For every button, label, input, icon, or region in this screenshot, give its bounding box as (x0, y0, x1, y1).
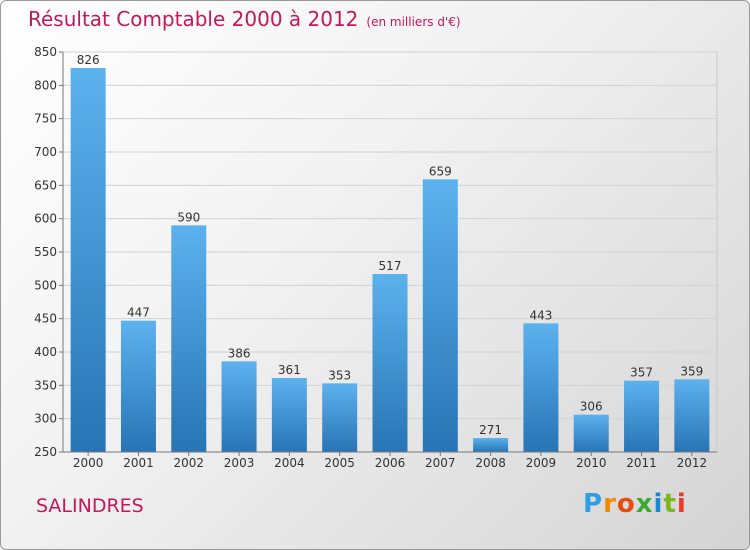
x-tick-label: 2002 (173, 456, 204, 470)
x-tick-label: 2000 (73, 456, 104, 470)
data-label-2002: 590 (177, 210, 200, 224)
logo-letter: i (676, 489, 687, 519)
data-label-2012: 359 (680, 364, 703, 378)
data-label-2009: 443 (529, 308, 552, 322)
y-tick-label: 500 (34, 278, 57, 292)
y-tick-label: 650 (34, 178, 57, 192)
data-label-2006: 517 (379, 259, 402, 273)
y-tick-label: 750 (34, 112, 57, 126)
bar-2006 (372, 274, 408, 452)
data-label-2008: 271 (479, 423, 502, 437)
data-label-2003: 386 (228, 346, 251, 360)
data-label-2004: 361 (278, 363, 301, 377)
y-tick-label: 850 (34, 45, 57, 59)
x-tick-label: 2003 (224, 456, 255, 470)
bar-2001 (120, 320, 156, 452)
bar-2000 (70, 68, 106, 452)
data-label-2010: 306 (580, 400, 603, 414)
y-tick-label: 600 (34, 212, 57, 226)
x-tick-label: 2007 (425, 456, 456, 470)
logo-letter: r (603, 489, 617, 519)
y-tick-label: 400 (34, 345, 57, 359)
x-tick-label: 2005 (324, 456, 355, 470)
x-tick-label: 2012 (677, 456, 708, 470)
bar-2009 (523, 323, 559, 452)
x-tick-label: 2004 (274, 456, 305, 470)
x-tick-label: 2011 (626, 456, 657, 470)
bar-2004 (271, 378, 307, 452)
bar-2007 (422, 179, 458, 453)
bar-2010 (573, 414, 609, 452)
data-label-2007: 659 (429, 164, 452, 178)
logo-letter: t (663, 489, 677, 519)
y-tick-label: 800 (34, 78, 57, 92)
x-tick-label: 2001 (123, 456, 154, 470)
logo-letter: o (616, 489, 636, 519)
bar-2012 (674, 379, 710, 452)
logo-letter: i (653, 489, 664, 519)
bar-2011 (624, 380, 660, 452)
x-tick-label: 2010 (576, 456, 607, 470)
data-label-2001: 447 (127, 306, 150, 320)
logo-letter: x (635, 489, 654, 519)
x-tick-label: 2008 (475, 456, 506, 470)
data-label-2011: 357 (630, 366, 653, 380)
data-label-2000: 826 (77, 53, 100, 67)
proxiti-logo: Proxiti (583, 489, 687, 519)
chart-title: Résultat Comptable 2000 à 2012 (en millie… (28, 7, 461, 31)
bar-2005 (322, 383, 358, 452)
y-tick-label: 450 (34, 312, 57, 326)
y-tick-label: 700 (34, 145, 57, 159)
chart-title-text: Résultat Comptable 2000 à 2012 (28, 7, 359, 31)
bar-2002 (171, 225, 207, 452)
chart-subtitle: (en milliers d'€) (366, 15, 461, 29)
location-name: SALINDRES (36, 495, 144, 517)
bar-2008 (473, 438, 509, 452)
logo-letter: P (583, 489, 604, 519)
x-tick-label: 2006 (375, 456, 406, 470)
y-tick-label: 250 (34, 445, 57, 459)
y-tick-label: 300 (34, 412, 57, 426)
x-tick-label: 2009 (526, 456, 557, 470)
bar-2003 (221, 361, 257, 452)
data-label-2005: 353 (328, 368, 351, 382)
y-tick-label: 350 (34, 378, 57, 392)
y-tick-label: 550 (34, 245, 57, 259)
